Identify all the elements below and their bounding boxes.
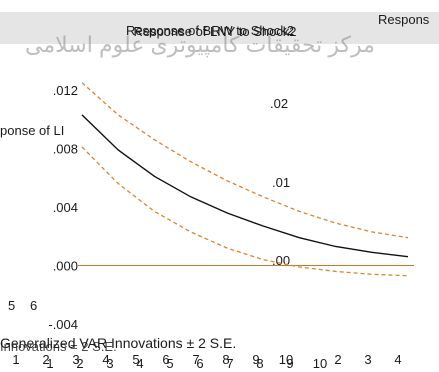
x-tick-label: 5 — [132, 352, 139, 367]
x-tick-label: 4 — [394, 352, 401, 367]
y-tick-label: .008 — [53, 142, 78, 157]
y-axis-ticks: .012 .008 .004 .000 -.004 — [48, 83, 78, 332]
y-tick-label: .000 — [53, 259, 78, 274]
x-tick-label: 7 — [192, 352, 199, 367]
watermark-text: مرکز تحقیقات کامپیوتری علوم اسلامی — [25, 32, 375, 58]
lower-band-line — [81, 146, 409, 277]
x-tick-label: 4 — [136, 356, 143, 371]
x-axis-ticks: 1 2 3 4 5 6 7 8 9 101 2 3 4 5 6 7 8 9 10 2 3 4 — [12, 352, 401, 371]
chart-title-2: Response of LNY to Shock2 — [133, 24, 296, 39]
mid-y-tick-1: .02 — [270, 96, 288, 111]
x-tick-label: 10 — [313, 356, 327, 371]
x-tick-label: 2 — [76, 356, 83, 371]
left-panel-label: ponse of LI — [0, 123, 64, 138]
x-tick-label: 3 — [364, 352, 371, 367]
mid-y-tick-2: .01 — [272, 175, 290, 190]
x-tick-label: 1 — [46, 356, 53, 371]
footer-text: Generalized VAR Innovations ± 2 S.E. — [0, 335, 236, 351]
x-tick-label: 8 — [256, 356, 263, 371]
x-tick-label: 8 — [222, 352, 229, 367]
y-tick-label: .004 — [53, 200, 78, 215]
watermark-band — [0, 12, 439, 44]
y-tick-label: -.004 — [48, 317, 78, 332]
y-tick-label: .012 — [53, 83, 78, 98]
left-y-tick-1: 5 — [8, 298, 15, 313]
chart-title-3: Respons — [378, 12, 430, 27]
left-y-tick-2: 6 — [30, 298, 37, 313]
x-tick-label: 9 — [286, 356, 293, 371]
x-tick-label: 7 — [226, 356, 233, 371]
x-tick-label: 10 — [279, 352, 293, 367]
impulse-response-line — [81, 114, 409, 258]
x-tick-label: 6 — [196, 356, 203, 371]
x-tick-label: 3 — [72, 352, 79, 367]
x-tick-label: 2 — [334, 352, 341, 367]
x-tick-label: 1 — [12, 352, 19, 367]
x-tick-label: 4 — [102, 352, 109, 367]
footer-text-2: Innovations = 2 S.E. — [0, 339, 117, 354]
upper-band-line — [81, 82, 409, 239]
chart-title-1: Response of BRW to Shock2 — [126, 23, 294, 38]
x-tick-label: 2 — [42, 352, 49, 367]
x-tick-label: 9 — [252, 352, 259, 367]
x-tick-label: 3 — [106, 356, 113, 371]
x-tick-label: 5 — [166, 356, 173, 371]
series-lines — [81, 82, 409, 277]
x-tick-label: 6 — [162, 352, 169, 367]
